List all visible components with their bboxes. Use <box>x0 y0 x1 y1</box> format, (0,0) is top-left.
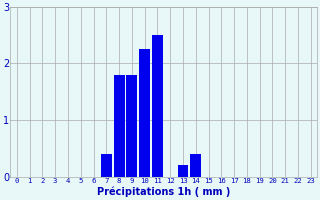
Bar <box>101 154 112 177</box>
Bar <box>178 165 188 177</box>
Bar <box>139 49 150 177</box>
Bar <box>152 35 163 177</box>
Bar <box>190 154 201 177</box>
Bar <box>126 75 137 177</box>
X-axis label: Précipitations 1h ( mm ): Précipitations 1h ( mm ) <box>97 187 230 197</box>
Bar <box>114 75 124 177</box>
